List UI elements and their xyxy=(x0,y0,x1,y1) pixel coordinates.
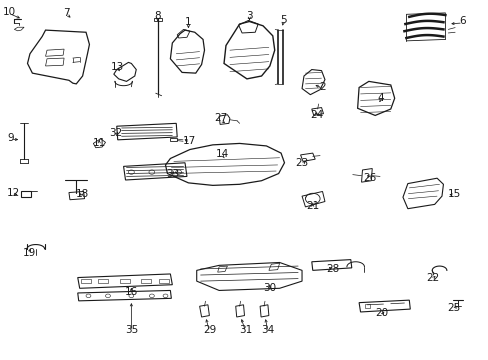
Text: 20: 20 xyxy=(375,309,388,318)
Text: 12: 12 xyxy=(7,188,20,198)
Text: 27: 27 xyxy=(214,113,227,123)
Text: 34: 34 xyxy=(261,325,274,335)
Text: 18: 18 xyxy=(76,189,89,199)
Text: 14: 14 xyxy=(216,149,229,159)
Text: 2: 2 xyxy=(319,82,325,92)
Text: 6: 6 xyxy=(459,17,466,27)
Text: 25: 25 xyxy=(447,303,460,314)
Text: 3: 3 xyxy=(245,11,252,21)
Text: 23: 23 xyxy=(295,158,308,168)
Text: 13: 13 xyxy=(111,62,124,72)
Text: 19: 19 xyxy=(22,248,36,258)
Text: 32: 32 xyxy=(108,129,122,138)
Text: 11: 11 xyxy=(92,138,105,148)
Text: 21: 21 xyxy=(305,201,319,211)
Text: 35: 35 xyxy=(124,325,138,335)
Text: 1: 1 xyxy=(185,17,191,27)
Text: 10: 10 xyxy=(3,7,16,17)
Text: 4: 4 xyxy=(377,93,384,103)
Text: 16: 16 xyxy=(124,287,138,297)
Text: 26: 26 xyxy=(363,173,376,183)
Text: 7: 7 xyxy=(63,8,70,18)
Text: 8: 8 xyxy=(154,11,161,21)
Text: 9: 9 xyxy=(7,133,14,143)
Text: 22: 22 xyxy=(425,273,438,283)
Text: 5: 5 xyxy=(280,15,286,25)
Text: 31: 31 xyxy=(238,325,252,335)
Text: 17: 17 xyxy=(183,136,196,146)
Text: 28: 28 xyxy=(326,264,339,274)
Text: 30: 30 xyxy=(263,283,276,293)
Text: 24: 24 xyxy=(309,111,323,121)
Text: 15: 15 xyxy=(447,189,460,199)
Text: 29: 29 xyxy=(203,325,216,335)
Text: 33: 33 xyxy=(165,169,179,179)
